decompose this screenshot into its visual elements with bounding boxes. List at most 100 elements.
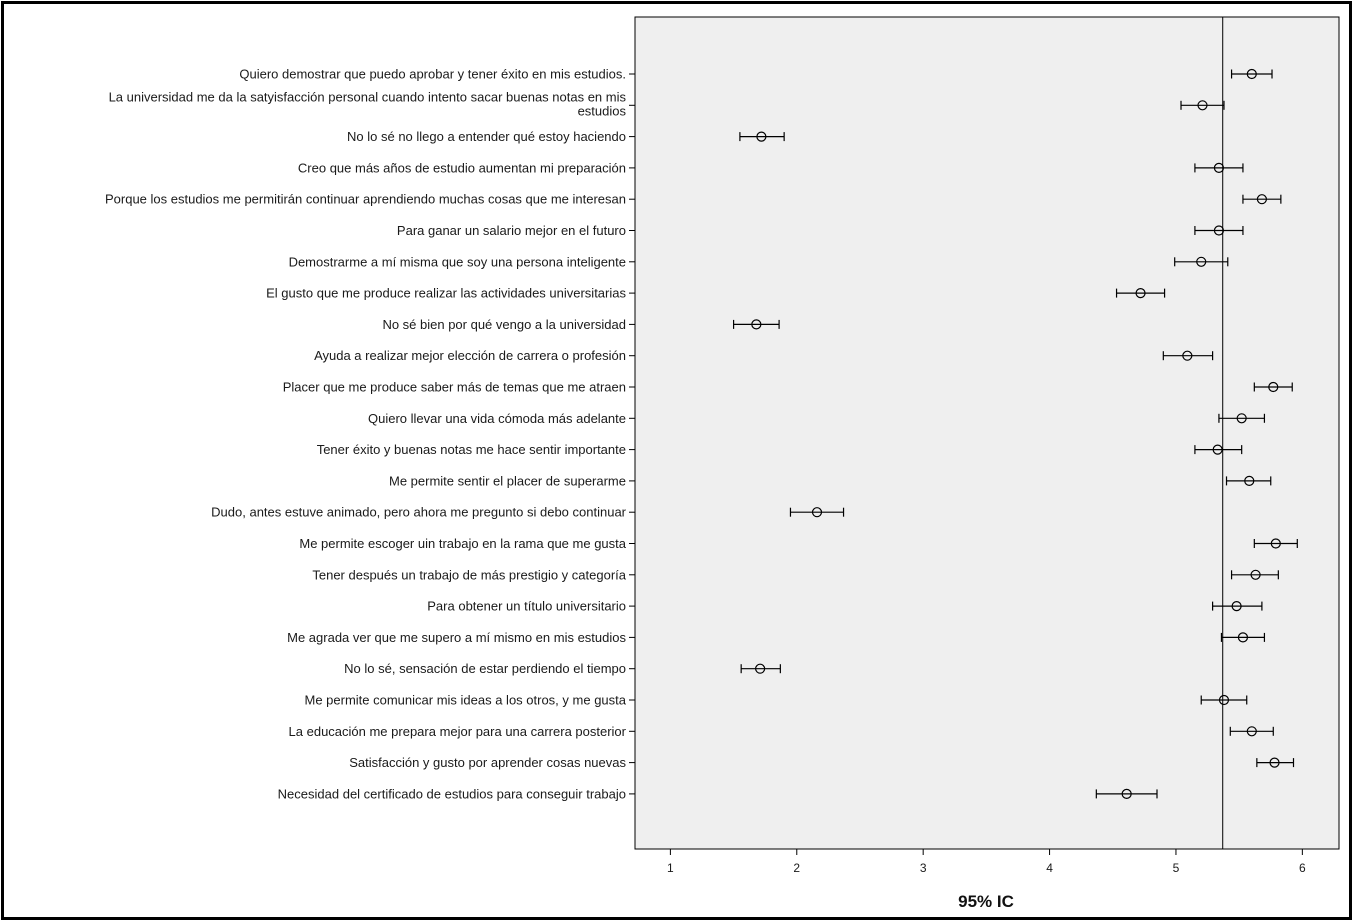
- mean-marker: [1268, 381, 1279, 393]
- category-label-line: Me permite escoger uin trabajo en la ram…: [299, 536, 626, 551]
- error-bars-group: [732, 68, 1298, 800]
- error-bar: [732, 319, 780, 330]
- mean-marker: [1246, 726, 1257, 737]
- category-label-line: Porque los estudios me permitirán contin…: [105, 192, 626, 207]
- category-label-line: Me permite sentir el placer de superarme: [389, 473, 626, 488]
- category-label: La universidad me da la satyisfacción pe…: [109, 89, 627, 118]
- category-label-line: Demostrarme a mí misma que soy una perso…: [289, 254, 626, 269]
- mean-marker: [811, 507, 823, 518]
- mean-marker: [1182, 350, 1193, 361]
- error-bar: [1229, 726, 1274, 737]
- error-bar: [1242, 194, 1282, 205]
- error-bar: [1180, 100, 1225, 111]
- category-label: Placer que me produce saber más de temas…: [283, 380, 626, 395]
- category-label-line: Necesidad del certificado de estudios pa…: [278, 786, 626, 801]
- x-tick-label: 3: [920, 861, 927, 875]
- category-label: Porque los estudios me permitirán contin…: [105, 192, 626, 207]
- mean-marker: [1270, 538, 1281, 549]
- category-label-line: Quiero llevar una vida cómoda más adelan…: [368, 411, 626, 426]
- mean-marker: [1213, 225, 1225, 236]
- mean-marker: [1212, 444, 1223, 455]
- error-bar: [1115, 288, 1166, 299]
- category-label: Demostrarme a mí misma que soy una perso…: [289, 254, 626, 269]
- error-bar: [1253, 381, 1293, 393]
- category-label-line: No lo sé no llego a entender qué estoy h…: [347, 129, 626, 144]
- error-bar: [739, 131, 785, 142]
- error-bar: [1095, 788, 1158, 800]
- x-tick-label: 6: [1299, 861, 1306, 875]
- category-label: Me agrada ver que me supero a mí mismo e…: [287, 630, 626, 645]
- category-label-line: Satisfacción y gusto por aprender cosas …: [349, 755, 626, 770]
- category-label-line: Quiero demostrar que puedo aprobar y ten…: [239, 67, 626, 82]
- error-bar: [1194, 444, 1243, 455]
- category-label: No sé bien por qué vengo a la universida…: [382, 317, 626, 332]
- category-labels-group: Quiero demostrar que puedo aprobar y ten…: [105, 67, 635, 801]
- category-label-line: Creo que más años de estudio aumentan mi…: [298, 160, 626, 175]
- category-label-line: Ayuda a realizar mejor elección de carre…: [314, 348, 626, 363]
- category-label-line: Para obtener un título universitario: [427, 599, 626, 614]
- category-label: Me permite escoger uin trabajo en la ram…: [299, 536, 626, 551]
- error-bar: [1218, 413, 1266, 424]
- category-label-line: Tener después un trabajo de más prestigi…: [312, 567, 626, 582]
- plot-area: [634, 16, 1340, 850]
- category-label: Me permite comunicar mis ideas a los otr…: [304, 693, 626, 708]
- error-bar: [1253, 538, 1298, 549]
- category-label: Para ganar un salario mejor en el futuro: [397, 223, 626, 238]
- x-tick-label: 4: [1046, 861, 1053, 875]
- mean-marker: [755, 663, 766, 674]
- category-label: Me permite sentir el placer de superarme: [389, 473, 626, 488]
- error-bar: [1212, 600, 1263, 612]
- error-bar: [1194, 162, 1244, 173]
- error-bar: [1200, 694, 1248, 706]
- category-label: Quiero demostrar que puedo aprobar y ten…: [239, 67, 626, 82]
- category-label: Ayuda a realizar mejor elección de carre…: [314, 348, 626, 363]
- mean-marker: [1196, 256, 1207, 267]
- category-label: La educación me prepara mejor para una c…: [289, 724, 627, 739]
- mean-marker: [1237, 632, 1249, 643]
- category-label: No lo sé no llego a entender qué estoy h…: [347, 129, 626, 144]
- category-label: El gusto que me produce realizar las act…: [266, 286, 626, 301]
- mean-marker: [1121, 788, 1132, 800]
- category-label-line: Me agrada ver que me supero a mí mismo e…: [287, 630, 626, 645]
- category-label-line: Me permite comunicar mis ideas a los otr…: [304, 693, 626, 708]
- category-label: No lo sé, sensación de estar perdiendo e…: [344, 661, 626, 676]
- category-label: Dudo, antes estuve animado, pero ahora m…: [211, 505, 626, 520]
- error-bar: [1256, 757, 1295, 768]
- mean-marker: [1250, 569, 1261, 580]
- category-label: Tener éxito y buenas notas me hace senti…: [317, 442, 626, 457]
- category-label-line: Tener éxito y buenas notas me hace senti…: [317, 442, 626, 457]
- category-label: Para obtener un título universitario: [427, 599, 626, 614]
- mean-marker: [1197, 100, 1208, 111]
- category-label: Necesidad del certificado de estudios pa…: [278, 786, 626, 801]
- error-bar: [1230, 68, 1273, 80]
- x-tick-label: 2: [793, 861, 800, 875]
- error-bar: [1225, 475, 1272, 486]
- mean-marker: [1213, 162, 1225, 173]
- category-label: Quiero llevar una vida cómoda más adelan…: [368, 411, 626, 426]
- error-bar: [1174, 256, 1229, 267]
- error-bar: [1162, 350, 1214, 361]
- x-tick-label: 1: [667, 861, 674, 875]
- mean-marker: [751, 319, 762, 330]
- mean-marker: [1246, 68, 1257, 80]
- category-label: Satisfacción y gusto por aprender cosas …: [349, 755, 626, 770]
- mean-marker: [1135, 288, 1146, 299]
- x-tick-label: 5: [1173, 861, 1180, 875]
- category-label-line: No sé bien por qué vengo a la universida…: [382, 317, 626, 332]
- error-bar: [1220, 632, 1266, 643]
- mean-marker: [1256, 194, 1268, 205]
- category-label-line: No lo sé, sensación de estar perdiendo e…: [344, 661, 626, 676]
- mean-marker: [1231, 600, 1242, 612]
- category-label-line: Placer que me produce saber más de temas…: [283, 380, 626, 395]
- error-bar: [1194, 225, 1244, 236]
- category-label-line: El gusto que me produce realizar las act…: [266, 286, 626, 301]
- category-label-line: La educación me prepara mejor para una c…: [289, 724, 627, 739]
- mean-marker: [756, 131, 767, 142]
- mean-marker: [1236, 413, 1247, 424]
- category-label-line: La universidad me da la satyisfacción pe…: [109, 89, 627, 104]
- category-label-line: estudios: [578, 103, 627, 118]
- error-bar: [740, 663, 781, 674]
- x-axis-title: 95% IC: [958, 892, 1014, 911]
- category-label: Tener después un trabajo de más prestigi…: [312, 567, 626, 582]
